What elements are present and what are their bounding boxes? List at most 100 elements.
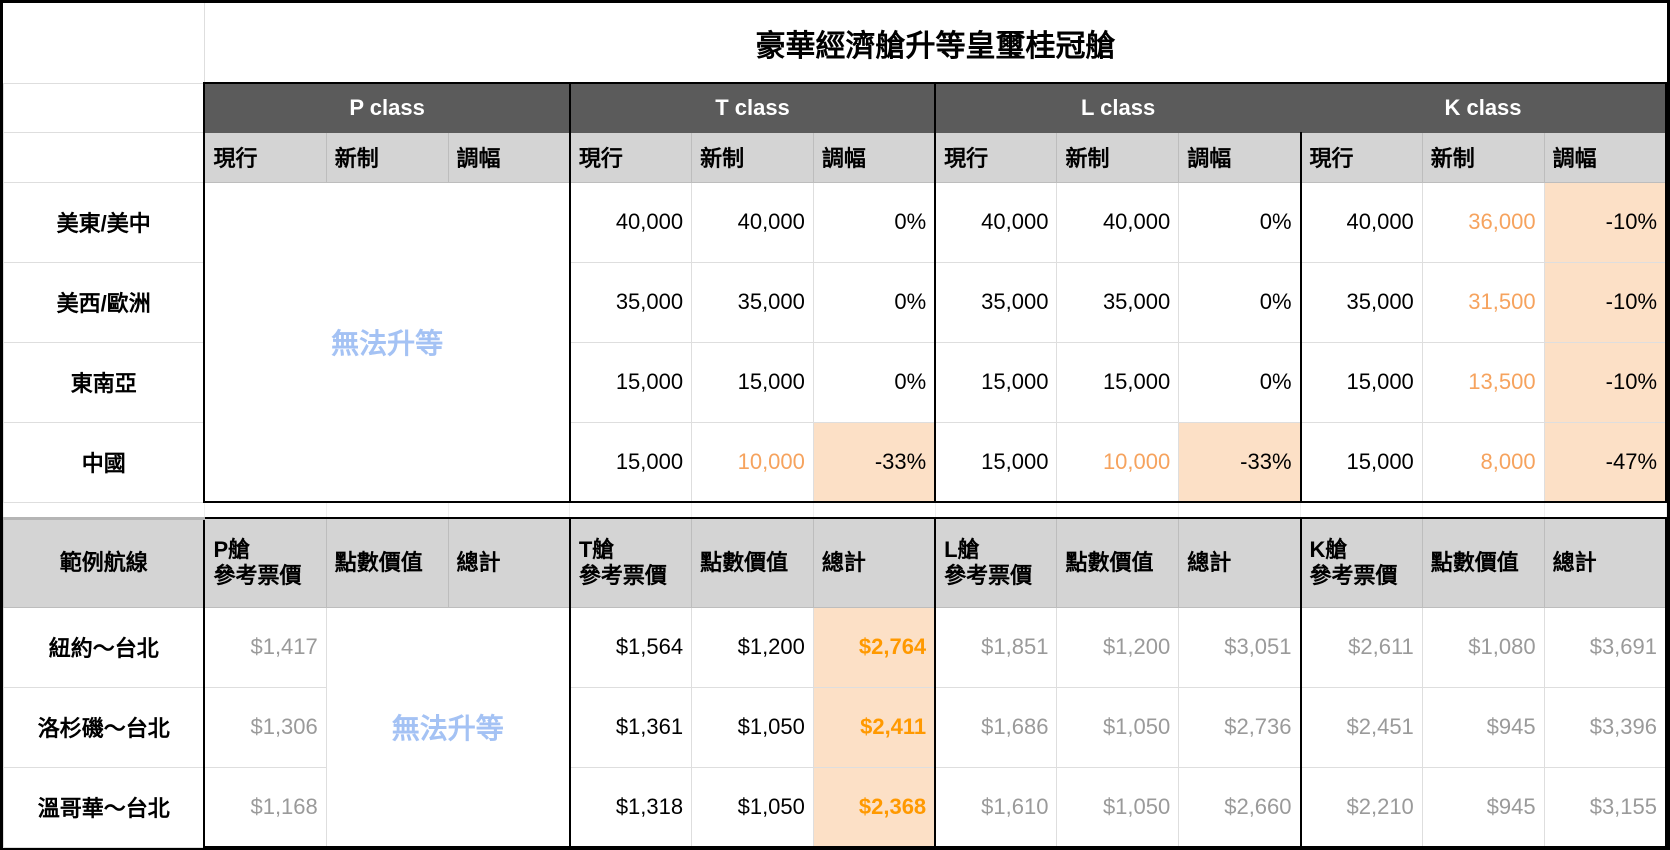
fare-cell[interactable]: $1,200: [1056, 606, 1180, 688]
points-cell[interactable]: 15,000: [934, 341, 1058, 423]
subheader-cell[interactable]: 調幅: [447, 131, 571, 183]
points-cell[interactable]: 10,000: [1056, 421, 1180, 503]
points-cell[interactable]: 35,000: [934, 261, 1058, 343]
example-header-cell[interactable]: K艙 參考票價: [1299, 517, 1423, 608]
fare-cell[interactable]: $3,691: [1543, 606, 1667, 688]
empty-cell[interactable]: [1300, 501, 1423, 519]
fare-cell[interactable]: $2,611: [1299, 606, 1423, 688]
region-label[interactable]: 東南亞: [3, 341, 205, 423]
example-header-cell[interactable]: 點數價值: [691, 517, 814, 608]
fare-cell[interactable]: $2,660: [1178, 766, 1302, 848]
points-cell[interactable]: 15,000: [1299, 341, 1423, 423]
example-header-cell[interactable]: 點數價值: [1056, 517, 1180, 608]
p-fare-cell[interactable]: $1,306: [203, 686, 327, 768]
empty-cell[interactable]: [569, 501, 693, 519]
p-fare-cell[interactable]: $1,168: [203, 766, 327, 848]
fare-cell[interactable]: $1,851: [934, 606, 1058, 688]
points-cell[interactable]: 15,000: [934, 421, 1058, 503]
points-cell[interactable]: -10%: [1543, 261, 1667, 343]
subheader-cell[interactable]: 新制: [1421, 131, 1545, 183]
route-label[interactable]: 紐約～台北: [3, 606, 205, 688]
fare-cell[interactable]: $2,368: [812, 766, 936, 848]
class-header-p[interactable]: P class: [203, 82, 571, 133]
points-cell[interactable]: 0%: [1178, 181, 1302, 263]
region-label[interactable]: 美東/美中: [3, 181, 205, 263]
points-cell[interactable]: 8,000: [1421, 421, 1545, 503]
points-cell[interactable]: 35,000: [1056, 261, 1180, 343]
page-title[interactable]: 豪華經濟艙升等皇璽桂冠艙: [203, 3, 1666, 83]
class-header-l[interactable]: L class: [934, 82, 1302, 133]
class-header-t[interactable]: T class: [568, 82, 936, 133]
example-header-cell[interactable]: 總計: [447, 517, 571, 608]
subheader-cell[interactable]: 新制: [325, 131, 449, 183]
empty-cell[interactable]: [203, 501, 327, 519]
empty-cell[interactable]: [1056, 501, 1180, 519]
fare-cell[interactable]: $1,361: [568, 686, 693, 768]
fare-cell[interactable]: $945: [1421, 766, 1545, 848]
points-cell[interactable]: 15,000: [1056, 341, 1180, 423]
points-cell[interactable]: 15,000: [1299, 421, 1423, 503]
points-cell[interactable]: -33%: [1178, 421, 1302, 503]
p-fare-cell[interactable]: $1,417: [203, 606, 327, 688]
points-cell[interactable]: 40,000: [1056, 181, 1180, 263]
empty-cell[interactable]: [691, 501, 814, 519]
points-cell[interactable]: 40,000: [934, 181, 1058, 263]
points-cell[interactable]: 10,000: [691, 421, 814, 503]
example-header-cell[interactable]: 點數價值: [1421, 517, 1545, 608]
fare-cell[interactable]: $1,318: [568, 766, 693, 848]
points-cell[interactable]: -10%: [1543, 181, 1667, 263]
fare-cell[interactable]: $1,050: [1056, 686, 1180, 768]
fare-cell[interactable]: $945: [1421, 686, 1545, 768]
subheader-cell[interactable]: 現行: [1299, 131, 1423, 183]
fare-cell[interactable]: $1,200: [691, 606, 814, 688]
subheader-cell[interactable]: 調幅: [1543, 131, 1667, 183]
fare-cell[interactable]: $1,686: [934, 686, 1058, 768]
points-cell[interactable]: -33%: [812, 421, 936, 503]
points-cell[interactable]: 15,000: [568, 341, 693, 423]
fare-cell[interactable]: $3,155: [1543, 766, 1667, 848]
example-header-cell[interactable]: L艙 參考票價: [934, 517, 1058, 608]
example-header-cell[interactable]: T艙 參考票價: [568, 517, 693, 608]
points-cell[interactable]: 35,000: [1299, 261, 1423, 343]
points-cell[interactable]: 0%: [1178, 341, 1302, 423]
no-upgrade-cell[interactable]: 無法升等: [325, 606, 571, 848]
corner-cell[interactable]: [3, 82, 205, 133]
subheader-cell[interactable]: 調幅: [812, 131, 936, 183]
fare-cell[interactable]: $2,736: [1178, 686, 1302, 768]
fare-cell[interactable]: $3,051: [1178, 606, 1302, 688]
subheader-cell[interactable]: 調幅: [1178, 131, 1302, 183]
fare-cell[interactable]: $1,080: [1421, 606, 1545, 688]
points-cell[interactable]: 13,500: [1421, 341, 1545, 423]
class-header-k[interactable]: K class: [1300, 82, 1668, 133]
points-cell[interactable]: 0%: [812, 181, 936, 263]
fare-cell[interactable]: $1,050: [691, 766, 814, 848]
subheader-cell[interactable]: 現行: [203, 131, 327, 183]
points-cell[interactable]: 35,000: [691, 261, 814, 343]
points-cell[interactable]: 40,000: [568, 181, 693, 263]
points-cell[interactable]: 40,000: [1299, 181, 1423, 263]
points-cell[interactable]: 15,000: [691, 341, 814, 423]
fare-cell[interactable]: $2,210: [1299, 766, 1423, 848]
no-upgrade-cell[interactable]: 無法升等: [203, 181, 571, 503]
empty-cell[interactable]: [1543, 501, 1667, 519]
region-label[interactable]: 中國: [3, 421, 205, 503]
subheader-cell[interactable]: 現行: [568, 131, 693, 183]
points-cell[interactable]: 36,000: [1421, 181, 1545, 263]
fare-cell[interactable]: $2,764: [812, 606, 936, 688]
region-label[interactable]: 美西/歐洲: [3, 261, 205, 343]
fare-cell[interactable]: $1,050: [691, 686, 814, 768]
points-cell[interactable]: 31,500: [1421, 261, 1545, 343]
fare-cell[interactable]: $2,451: [1299, 686, 1423, 768]
fare-cell[interactable]: $2,411: [812, 686, 936, 768]
subheader-cell[interactable]: 新制: [691, 131, 814, 183]
points-cell[interactable]: 0%: [1178, 261, 1302, 343]
route-label[interactable]: 溫哥華～台北: [3, 766, 205, 848]
fare-cell[interactable]: $1,050: [1056, 766, 1180, 848]
points-cell[interactable]: 0%: [812, 261, 936, 343]
subheader-cell[interactable]: 現行: [934, 131, 1058, 183]
empty-cell[interactable]: [3, 501, 205, 519]
example-header-cell[interactable]: 總計: [812, 517, 936, 608]
empty-cell[interactable]: [1421, 501, 1545, 519]
corner-cell[interactable]: [3, 131, 205, 183]
points-cell[interactable]: 15,000: [568, 421, 693, 503]
